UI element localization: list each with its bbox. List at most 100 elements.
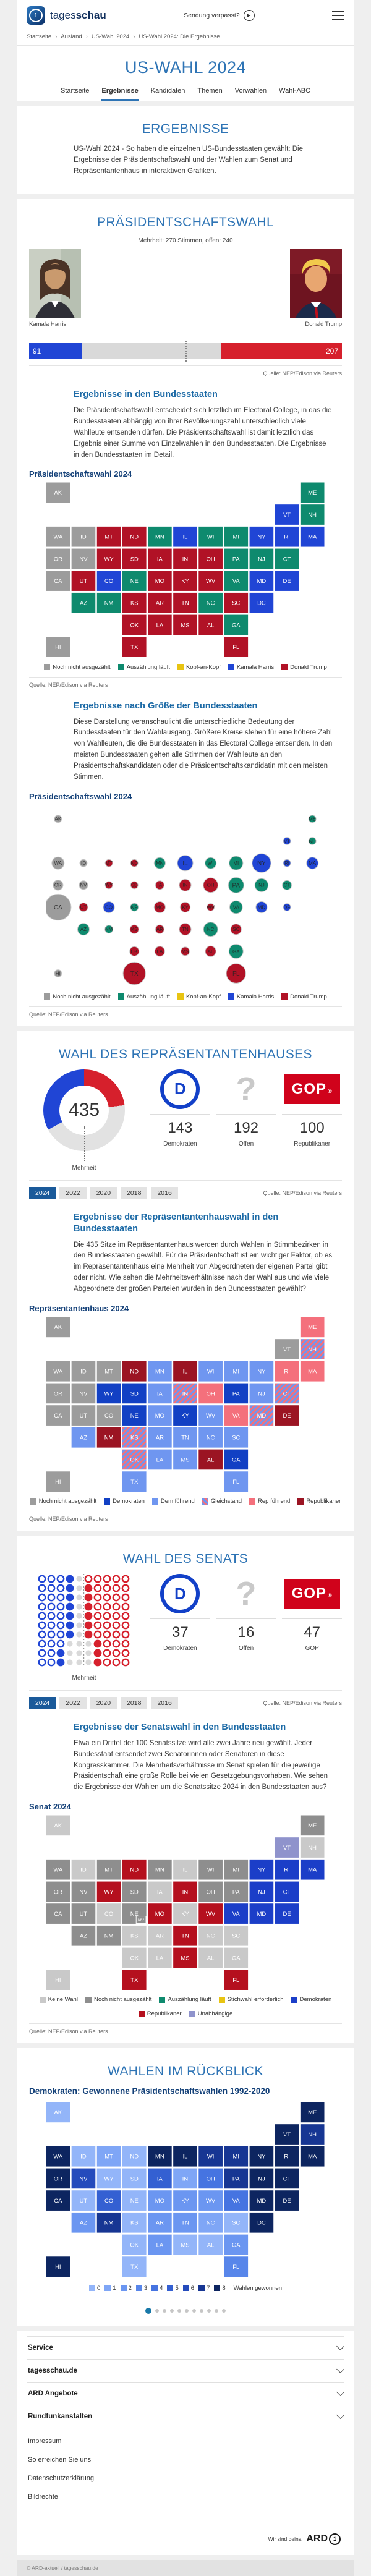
state-tile-IN[interactable] <box>173 548 198 570</box>
state-tile-HI[interactable] <box>46 1969 71 1991</box>
state-tile-CO[interactable] <box>96 1404 122 1426</box>
state-tile-VT[interactable] <box>274 1837 300 1858</box>
state-tile-WV[interactable] <box>198 570 223 592</box>
state-tile-TN[interactable] <box>173 1924 198 1947</box>
breadcrumb-item[interactable]: Ausland <box>61 33 82 40</box>
state-tile-WI[interactable] <box>198 1360 223 1382</box>
state-tile-DE[interactable] <box>274 1903 300 1924</box>
state-tile-CT[interactable] <box>274 2168 300 2190</box>
state-tile-TX[interactable] <box>121 636 147 658</box>
state-tile-NC[interactable] <box>198 1924 223 1947</box>
state-tile-ID[interactable] <box>70 2146 96 2168</box>
state-tile-MS[interactable] <box>173 614 198 636</box>
footer-link-bildrechte[interactable]: Bildrechte <box>28 2493 58 2501</box>
state-tile-NE[interactable] <box>121 2190 147 2212</box>
state-tile-NY[interactable] <box>249 526 275 548</box>
year-chip-2024[interactable]: 2024 <box>29 1186 56 1199</box>
state-tile-PA[interactable] <box>223 1382 249 1404</box>
state-bubble-SD[interactable] <box>130 880 139 889</box>
state-tile-DC[interactable] <box>249 2212 275 2234</box>
state-bubble-WA[interactable] <box>51 856 65 870</box>
state-bubble-MS[interactable] <box>180 946 190 956</box>
state-tile-WY[interactable] <box>96 2168 122 2190</box>
state-tile-MA[interactable] <box>299 1858 325 1881</box>
state-tile-TX[interactable] <box>121 1470 147 1492</box>
state-bubble-CT[interactable] <box>281 880 292 890</box>
state-tile-IA[interactable] <box>147 548 173 570</box>
state-bubble-LA[interactable] <box>154 945 165 957</box>
state-tile-AR[interactable] <box>147 1924 173 1947</box>
state-tile-SD[interactable] <box>121 548 147 570</box>
state-tile-LA[interactable] <box>147 1947 173 1969</box>
state-bubble-NY[interactable] <box>252 852 271 873</box>
state-tile-AZ[interactable] <box>70 1924 96 1947</box>
state-tile-NE[interactable] <box>121 570 147 592</box>
state-tile-CT[interactable] <box>274 1382 300 1404</box>
carousel-dot-1[interactable] <box>145 2307 151 2314</box>
state-tile-ME[interactable] <box>299 2102 325 2123</box>
state-bubble-OR[interactable] <box>53 879 64 891</box>
state-tile-MS[interactable] <box>173 1448 198 1470</box>
state-tile-NY[interactable] <box>249 2146 275 2168</box>
state-tile-MO[interactable] <box>147 1404 173 1426</box>
state-tile-IA[interactable] <box>147 1382 173 1404</box>
carousel-dot-2[interactable] <box>155 2308 159 2313</box>
state-tile-LA[interactable] <box>147 2234 173 2256</box>
state-tile-OK[interactable] <box>121 614 147 636</box>
state-tile-TN[interactable] <box>173 592 198 614</box>
state-tile-WA[interactable] <box>46 526 71 548</box>
state-tile-NC[interactable] <box>198 1426 223 1448</box>
state-tile-ME[interactable] <box>299 1815 325 1837</box>
footer-accordion-ard-angebote[interactable]: ARD Angebote <box>27 2381 344 2405</box>
state-tile-ID[interactable] <box>70 526 96 548</box>
state-tile-OK[interactable] <box>121 1448 147 1470</box>
state-tile-IL[interactable] <box>173 1360 198 1382</box>
state-tile-VA[interactable] <box>223 570 249 592</box>
state-tile-NH[interactable] <box>299 2123 325 2146</box>
state-tile-CA[interactable] <box>46 1903 71 1924</box>
tab-wahl-abc[interactable]: Wahl-ABC <box>279 87 311 95</box>
state-tile-DE[interactable] <box>274 570 300 592</box>
state-bubble-KS[interactable] <box>129 924 139 934</box>
state-tile-UT[interactable] <box>70 2190 96 2212</box>
state-tile-CA[interactable] <box>46 2190 71 2212</box>
state-tile-NV[interactable] <box>70 1881 96 1903</box>
state-tile-ND[interactable] <box>121 2146 147 2168</box>
state-tile-OH[interactable] <box>198 1881 223 1903</box>
state-tile-GA[interactable] <box>223 1448 249 1470</box>
state-tile-AK[interactable] <box>46 1316 71 1338</box>
state-tile-VA[interactable] <box>223 1404 249 1426</box>
carousel-dot-9[interactable] <box>207 2308 211 2313</box>
state-tile-OH[interactable] <box>198 548 223 570</box>
state-tile-TN[interactable] <box>173 1426 198 1448</box>
state-tile-AR[interactable] <box>147 2212 173 2234</box>
state-tile-PA[interactable] <box>223 2168 249 2190</box>
year-chip-2022[interactable]: 2022 <box>59 1186 87 1199</box>
state-bubble-HI[interactable] <box>54 969 62 977</box>
state-bubble-UT[interactable] <box>79 902 88 912</box>
state-tile-CO[interactable] <box>96 570 122 592</box>
state-tile-WI[interactable] <box>198 1858 223 1881</box>
state-tile-AZ[interactable] <box>70 2212 96 2234</box>
state-tile-WV[interactable] <box>198 2190 223 2212</box>
state-tile-NV[interactable] <box>70 1382 96 1404</box>
state-bubble-NJ[interactable] <box>254 878 269 892</box>
state-tile-MD[interactable] <box>249 570 275 592</box>
state-tile-MA[interactable] <box>299 1360 325 1382</box>
state-tile-KS[interactable] <box>121 2212 147 2234</box>
year-chip-2024[interactable]: 2024 <box>29 1697 56 1710</box>
state-tile-MD[interactable] <box>249 1903 275 1924</box>
state-tile-IL[interactable] <box>173 2146 198 2168</box>
state-tile-OK[interactable] <box>121 1947 147 1969</box>
state-tile-FL[interactable] <box>223 1969 249 1991</box>
state-tile-DC[interactable] <box>249 592 275 614</box>
carousel-dot-5[interactable] <box>177 2308 181 2313</box>
state-tile-NM[interactable] <box>96 1426 122 1448</box>
state-tile-WV[interactable] <box>198 1404 223 1426</box>
tab-kandidaten[interactable]: Kandidaten <box>150 87 186 95</box>
state-tile-MI[interactable] <box>223 526 249 548</box>
tab-startseite[interactable]: Startseite <box>60 87 90 95</box>
state-tile-OR[interactable] <box>46 2168 71 2190</box>
state-bubble-VT[interactable] <box>283 836 291 845</box>
state-tile-KY[interactable] <box>173 1903 198 1924</box>
